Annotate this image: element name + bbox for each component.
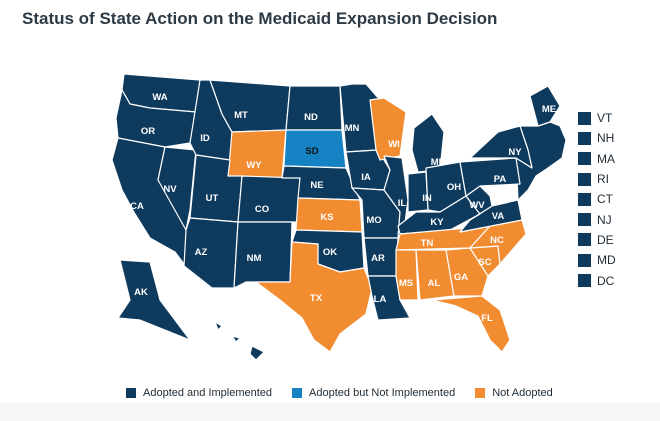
side-label: RI: [597, 172, 609, 187]
side-label: DC: [597, 273, 615, 288]
state-ny[interactable]: [469, 125, 533, 169]
side-label: DE: [597, 232, 614, 247]
state-nd[interactable]: [285, 85, 343, 131]
side-swatch: [578, 131, 591, 145]
state-ak[interactable]: [117, 259, 191, 341]
side-label: NH: [597, 131, 615, 146]
legend-item-adopted[interactable]: Adopted and Implemented: [126, 387, 272, 399]
legend-label: Not Adopted: [492, 387, 553, 399]
state-fl[interactable]: [431, 295, 511, 353]
legend-label: Adopted but Not Implemented: [309, 387, 456, 399]
state-il[interactable]: [383, 155, 409, 239]
side-item-md[interactable]: MD: [578, 250, 616, 270]
side-swatch: [578, 213, 591, 227]
state-nv[interactable]: [157, 146, 197, 231]
state-in[interactable]: [407, 171, 429, 213]
side-label: MD: [597, 253, 616, 268]
state-pa[interactable]: [459, 157, 521, 197]
state-nc[interactable]: [459, 219, 527, 265]
state-mi[interactable]: [411, 113, 445, 173]
side-swatch: [578, 253, 591, 267]
side-item-ri[interactable]: RI: [578, 169, 616, 189]
state-wy[interactable]: [227, 129, 287, 179]
state-tx[interactable]: [255, 241, 373, 353]
side-swatch: [578, 274, 591, 288]
state-hi[interactable]: [214, 321, 265, 361]
legend-item-adopted-not-implemented[interactable]: Adopted but Not Implemented: [292, 387, 455, 399]
side-item-ma[interactable]: MA: [578, 149, 616, 169]
state-label-hi: HI: [229, 345, 239, 356]
small-states-list: VT NH MA RI CT NJ DE MD DC: [578, 108, 616, 291]
footer-band: [0, 403, 660, 421]
side-label: MA: [597, 151, 615, 166]
state-ms[interactable]: [395, 249, 419, 301]
legend-label: Adopted and Implemented: [143, 387, 273, 399]
side-swatch: [578, 192, 591, 206]
side-item-vt[interactable]: VT: [578, 108, 616, 128]
side-label: CT: [597, 192, 613, 207]
side-item-nj[interactable]: NJ: [578, 209, 616, 229]
legend-swatch: [126, 388, 136, 398]
side-label: VT: [597, 111, 613, 126]
map-title: Status of State Action on the Medicaid E…: [22, 9, 498, 28]
side-item-de[interactable]: DE: [578, 230, 616, 250]
side-item-dc[interactable]: DC: [578, 270, 616, 290]
map-legend: Adopted and Implemented Adopted but Not I…: [126, 387, 573, 399]
state-wi[interactable]: [369, 97, 407, 161]
legend-item-not-adopted[interactable]: Not Adopted: [475, 387, 553, 399]
state-ks[interactable]: [295, 197, 363, 233]
us-map: WA OR CA NV ID MT WY UT AZ CO NM ND SD NE KS OK TX MN IA MO…: [0, 40, 660, 380]
legend-swatch: [292, 388, 303, 398]
side-item-nh[interactable]: NH: [578, 128, 616, 148]
state-az[interactable]: [183, 217, 239, 289]
state-me[interactable]: [529, 85, 561, 127]
side-swatch: [578, 172, 591, 186]
state-ar[interactable]: [363, 237, 399, 277]
side-swatch: [578, 111, 591, 125]
state-nm[interactable]: [233, 221, 293, 289]
side-swatch: [578, 152, 591, 166]
side-swatch: [578, 233, 591, 247]
state-co[interactable]: [237, 175, 301, 223]
side-label: NJ: [597, 212, 612, 227]
us-map-svg: WAORCANVIDMTWYUTAZCONMNDSDNEKSOKTXMNIAMO…: [111, 73, 567, 361]
state-sd[interactable]: [283, 129, 347, 169]
legend-swatch: [475, 388, 486, 398]
side-item-ct[interactable]: CT: [578, 189, 616, 209]
